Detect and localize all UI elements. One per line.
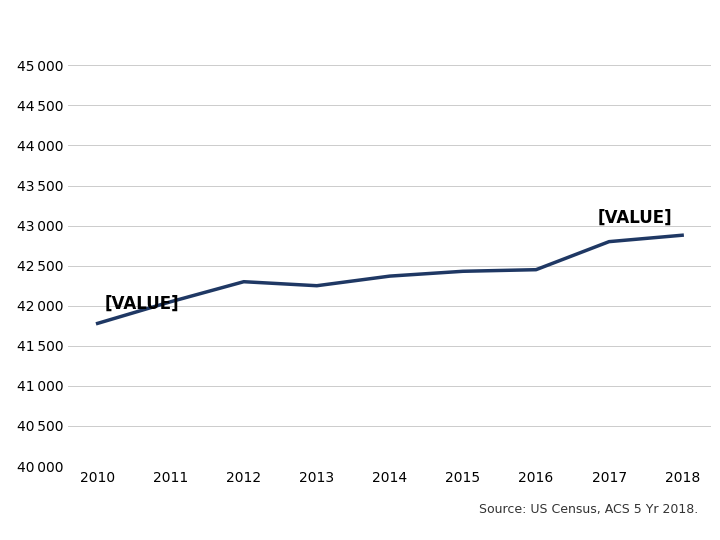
Text: [VALUE]: [VALUE] xyxy=(598,209,672,227)
Text: [VALUE]: [VALUE] xyxy=(105,295,179,313)
Text: Nash County Number of Housing Units: Nash County Number of Housing Units xyxy=(11,14,720,48)
Text: Source: US Census, ACS 5 Yr 2018.: Source: US Census, ACS 5 Yr 2018. xyxy=(479,503,698,516)
